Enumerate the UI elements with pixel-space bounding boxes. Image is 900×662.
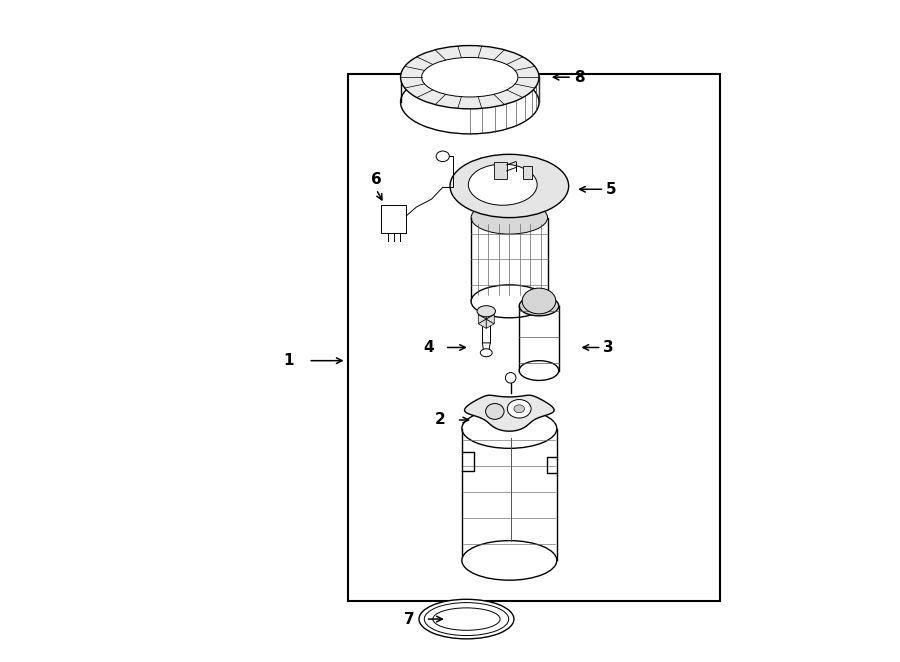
Ellipse shape (519, 296, 559, 316)
Ellipse shape (514, 405, 525, 412)
Polygon shape (486, 314, 494, 324)
Polygon shape (478, 319, 486, 328)
Ellipse shape (519, 361, 559, 381)
Text: 2: 2 (435, 412, 446, 428)
Text: 8: 8 (574, 70, 584, 85)
Ellipse shape (419, 599, 514, 639)
Ellipse shape (400, 46, 539, 109)
Polygon shape (486, 319, 494, 328)
Ellipse shape (477, 306, 496, 316)
Ellipse shape (481, 349, 492, 357)
Text: 6: 6 (371, 172, 382, 187)
Ellipse shape (462, 409, 557, 448)
Ellipse shape (471, 285, 547, 318)
Text: 7: 7 (404, 612, 414, 626)
Bar (382, 205, 407, 233)
Ellipse shape (522, 288, 556, 314)
Ellipse shape (436, 151, 449, 162)
Ellipse shape (462, 541, 557, 580)
Polygon shape (478, 310, 486, 319)
Text: 1: 1 (284, 353, 293, 368)
Ellipse shape (433, 608, 500, 630)
Ellipse shape (424, 602, 508, 636)
Text: 4: 4 (424, 340, 434, 355)
Polygon shape (482, 343, 491, 351)
Text: 3: 3 (603, 340, 614, 355)
Ellipse shape (422, 58, 518, 97)
Polygon shape (523, 166, 532, 179)
Ellipse shape (471, 201, 547, 234)
Ellipse shape (508, 400, 531, 418)
Ellipse shape (400, 71, 539, 134)
Ellipse shape (468, 164, 537, 205)
Ellipse shape (450, 154, 569, 218)
Text: 5: 5 (607, 182, 616, 197)
Polygon shape (464, 395, 554, 431)
Polygon shape (478, 314, 486, 324)
Bar (347, 74, 720, 601)
Ellipse shape (486, 404, 504, 419)
Polygon shape (482, 319, 491, 343)
Ellipse shape (506, 373, 516, 383)
Polygon shape (493, 162, 507, 179)
Polygon shape (486, 310, 494, 319)
